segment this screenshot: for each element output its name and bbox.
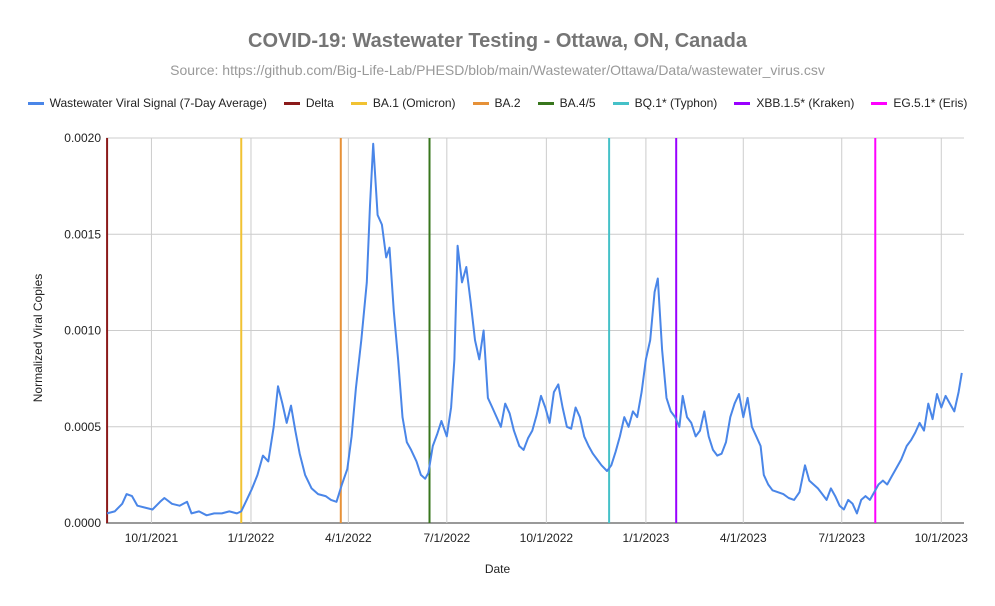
x-tick-label: 10/1/2022 [520,531,574,545]
legend-item: Wastewater Viral Signal (7-Day Average) [27,96,267,110]
chart-legend: Wastewater Viral Signal (7-Day Average) D… [0,96,995,110]
legend-label: XBB.1.5* (Kraken) [756,96,855,110]
x-tick-label: 4/1/2023 [720,531,767,545]
x-tick-label: 1/1/2023 [623,531,670,545]
legend-swatch [350,101,367,105]
x-tick-label: 7/1/2022 [423,531,470,545]
legend-label: BQ.1* (Typhon) [634,96,718,110]
legend-swatch [612,101,629,105]
legend-item: BQ.1* (Typhon) [612,96,718,110]
x-tick-label: 7/1/2023 [818,531,865,545]
legend-swatch [537,101,554,105]
legend-label: BA.2 [494,96,521,110]
legend-swatch [472,101,489,105]
legend-item: XBB.1.5* (Kraken) [734,96,854,110]
x-tick-label: 1/1/2022 [228,531,275,545]
legend-item: BA.1 (Omicron) [350,96,456,110]
y-tick-label: 0.0005 [64,420,101,434]
y-tick-label: 0.0010 [64,324,101,338]
y-tick-label: 0.0015 [64,227,101,241]
y-tick-label: 0.0020 [64,131,101,145]
chart-title: COVID-19: Wastewater Testing - Ottawa, O… [248,30,747,52]
legend-label: EG.5.1* (Eris) [893,96,968,110]
legend-label: Delta [305,96,334,110]
x-tick-label: 10/1/2023 [915,531,969,545]
legend-item: Delta [283,96,334,110]
legend-swatch [871,101,888,105]
legend-item: BA.2 [472,96,521,110]
x-tick-label: 10/1/2021 [125,531,179,545]
y-tick-label: 0.0000 [64,516,101,530]
legend-label: BA.4/5 [559,96,596,110]
legend-swatch [27,101,44,105]
legend-item: EG.5.1* (Eris) [871,96,967,110]
chart-subtitle: Source: https://github.com/Big-Life-Lab/… [170,62,825,78]
legend-label: Wastewater Viral Signal (7-Day Average) [49,96,267,110]
legend-item: BA.4/5 [537,96,596,110]
legend-label: BA.1 (Omicron) [372,96,456,110]
legend-swatch [283,101,300,105]
x-axis-label: Date [484,562,511,576]
series-line [106,142,963,517]
legend-swatch [734,101,751,105]
x-tick-label: 4/1/2022 [325,531,372,545]
